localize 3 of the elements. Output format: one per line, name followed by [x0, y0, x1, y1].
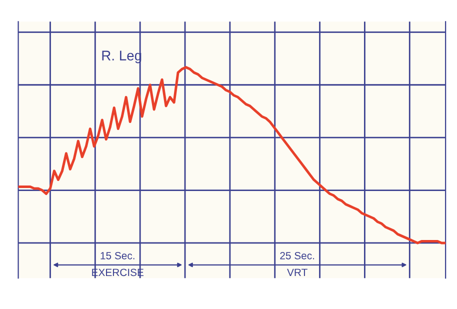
- text: 15 Sec.: [100, 252, 134, 260]
- text: 25 Sec.: [280, 252, 314, 260]
- text: VRT: [287, 268, 308, 276]
